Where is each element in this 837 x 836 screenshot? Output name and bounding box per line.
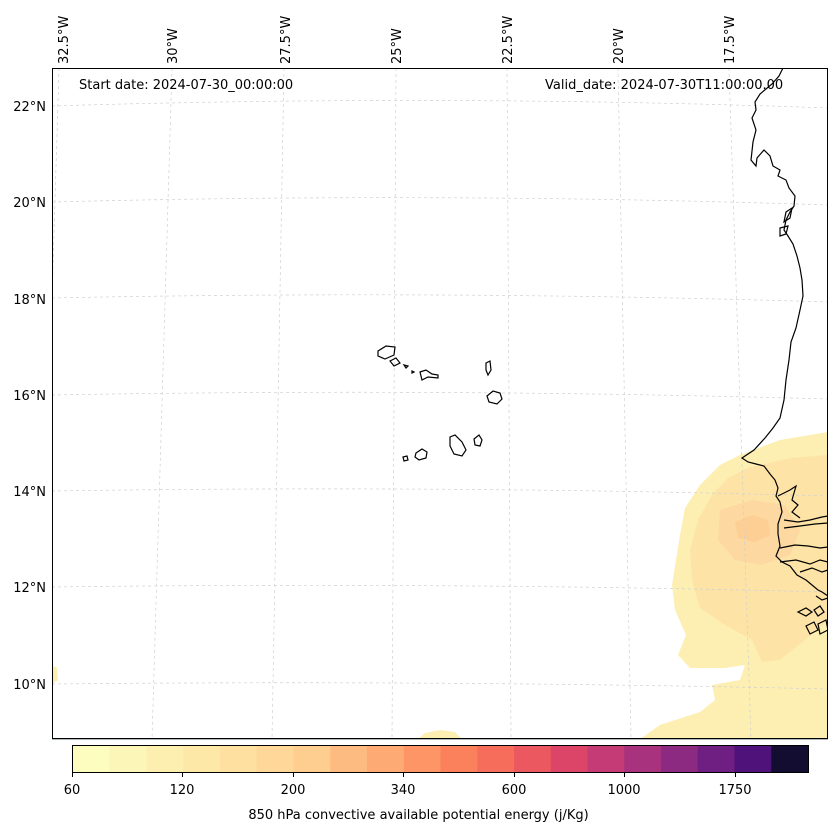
cape-contour-peak [735, 515, 770, 542]
gambia-river [783, 515, 828, 523]
lat-label-10n: 10°N [13, 678, 46, 693]
gridline-lat-10n [52, 682, 828, 690]
lon-label-22-5w: 22.5°W [501, 16, 516, 64]
colorbar-swatch [550, 746, 589, 772]
cape-contour-blob-west [52, 665, 58, 684]
colorbar-swatch [293, 746, 331, 772]
lon-label-30w: 30°W [166, 28, 181, 64]
colorbar-swatch [367, 746, 405, 772]
gridline-lon-25w [391, 68, 397, 739]
colorbar-swatch [771, 746, 809, 772]
sal-island [485, 360, 492, 377]
gridline-lon-20w [617, 68, 632, 739]
colorbar-swatch [624, 746, 662, 772]
gridline-lat-22n [52, 100, 828, 109]
colorbar-swatch [146, 746, 184, 772]
santa-luzia-island [402, 364, 410, 369]
gridline-lat-14n [52, 488, 828, 497]
colorbar-tick-340: 340 [391, 783, 416, 798]
guinea-bissau-coast [779, 559, 828, 565]
coast-islet-north-1 [783, 206, 793, 224]
lon-label-27-5w: 27.5°W [279, 16, 294, 64]
colorbar-swatch [256, 746, 295, 772]
colorbar-tick-120: 120 [170, 783, 195, 798]
colorbar-swatch [403, 746, 442, 772]
gridline-lon-27-5w [271, 68, 285, 739]
lat-label-20n: 20°N [13, 196, 46, 211]
map-frame [52, 68, 828, 739]
lon-label-25w: 25°W [390, 28, 405, 64]
guinea-coast-south [815, 595, 828, 601]
colorbar-swatch [697, 746, 736, 772]
gridline-lon-22-5w [506, 68, 512, 739]
colorbar-swatch [661, 746, 699, 772]
gridline-lat-18n [52, 294, 828, 303]
colorbar-tick-1000: 1000 [607, 783, 640, 798]
gambia-river-south [783, 522, 828, 529]
colorbar-frame [72, 745, 809, 773]
gridline-lon-30w [151, 68, 173, 739]
bijagos-2 [813, 605, 825, 617]
gridline-lon-32-5w [52, 68, 60, 301]
lon-label-17-5w: 17.5°W [723, 16, 738, 64]
coast-islet-north-2 [779, 225, 789, 237]
lat-label-16n: 16°N [13, 389, 46, 404]
colorbar-swatch [514, 746, 552, 772]
colorbar-tick-600: 600 [502, 783, 527, 798]
colorbar-tick-200: 200 [281, 783, 306, 798]
graticule [52, 68, 828, 739]
colorbar-tick-1750: 1750 [718, 783, 751, 798]
colorbar-swatch [440, 746, 478, 772]
colorbar-title: 850 hPa convective available potential e… [248, 808, 589, 823]
colorbar-tick-60: 60 [64, 783, 81, 798]
senegal-inlet [777, 484, 801, 519]
gridline-lat-20n [52, 197, 828, 206]
colorbar-swatch [183, 746, 221, 772]
longitude-labels: 32.5°W 30°W 27.5°W 25°W 22.5°W 20°W 17.5… [57, 16, 738, 64]
santo-antao-island [377, 345, 396, 360]
sao-nicolau-island [411, 370, 416, 374]
colorbar-swatch [73, 746, 111, 772]
bijagos-4 [817, 619, 828, 635]
africa-coastline [740, 68, 828, 597]
casamance [779, 544, 828, 549]
start-date-label: Start date: 2024-07-30_00:00:00 [79, 78, 294, 93]
valid-date-label: Valid_date: 2024-07-30T11:00:00.00 [545, 78, 784, 93]
lat-label-14n: 14°N [13, 485, 46, 500]
colorbar-swatch [109, 746, 148, 772]
lat-label-12n: 12°N [13, 581, 46, 596]
colorbar-swatch [477, 746, 515, 772]
fogo-island [414, 448, 428, 461]
lat-label-22n: 22°N [13, 100, 46, 115]
bijagos-3 [805, 621, 819, 635]
coastlines [377, 68, 828, 635]
brava-island [402, 455, 409, 462]
sao-nicolau-main-island [419, 369, 439, 381]
boa-vista-island [486, 390, 503, 405]
lon-label-32-5w: 32.5°W [57, 16, 72, 64]
lat-label-18n: 18°N [13, 293, 46, 308]
latitude-labels: 22°N 20°N 18°N 16°N 14°N 12°N 10°N [13, 100, 46, 693]
maio-island [473, 434, 483, 447]
santiago-island [449, 434, 467, 457]
sao-vicente-island [389, 357, 401, 367]
gridline-lat-16n [52, 391, 828, 400]
colorbar [73, 746, 809, 772]
colorbar-ticks: 60 120 200 340 600 1000 1750 [64, 773, 752, 798]
cape-contour-blob-south [418, 730, 462, 739]
colorbar-swatch [220, 746, 258, 772]
bijagos-1 [796, 607, 814, 617]
colorbar-swatch [330, 746, 368, 772]
lon-label-20w: 20°W [612, 28, 627, 64]
gridline-lon-17-5w [728, 68, 752, 739]
colorbar-swatch [587, 746, 625, 772]
colorbar-swatch [734, 746, 772, 772]
gridline-lat-12n [52, 584, 828, 593]
guinea-bissau-estuary [799, 567, 828, 573]
